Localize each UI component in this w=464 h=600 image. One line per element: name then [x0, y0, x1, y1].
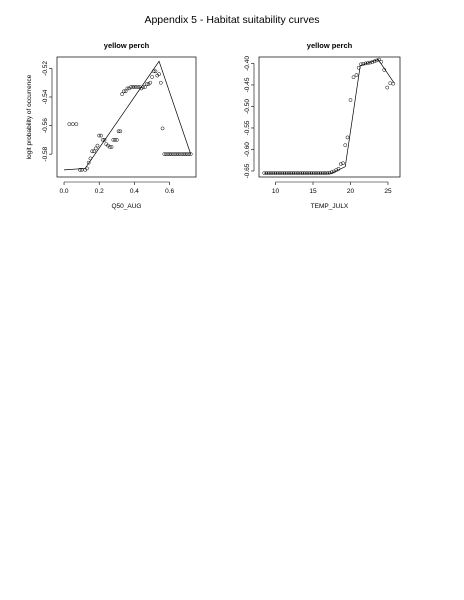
data-point — [341, 161, 345, 166]
data-point — [157, 72, 161, 76]
data-point — [343, 143, 348, 148]
data-point — [183, 152, 188, 156]
data-point — [123, 89, 128, 94]
fitted-curve-line — [64, 60, 192, 171]
data-point — [129, 85, 133, 89]
data-point — [116, 129, 121, 134]
x-tick-label: 0.4 — [130, 188, 139, 195]
data-point — [107, 145, 112, 149]
x-axis-title: Q50_AUG — [112, 203, 142, 210]
data-point — [97, 133, 102, 138]
data-point — [114, 138, 119, 142]
data-point — [338, 162, 343, 166]
data-point — [86, 160, 91, 165]
y-tick-label: -0.40 — [244, 56, 251, 71]
y-tick-label: -0.56 — [42, 118, 49, 133]
data-point — [99, 133, 103, 138]
chart-title: yellow perch — [307, 41, 353, 50]
data-point — [125, 86, 130, 91]
data-point — [356, 65, 361, 70]
data-point — [188, 152, 193, 156]
y-tick-label: -0.60 — [244, 142, 251, 157]
data-point — [178, 152, 183, 156]
plot-frame — [56, 56, 197, 178]
data-point — [164, 152, 168, 156]
x-axis-title: TEMP_JULX — [311, 203, 349, 210]
data-point — [100, 138, 105, 142]
data-point — [111, 138, 116, 142]
data-point — [67, 122, 72, 126]
data-point — [365, 61, 370, 65]
data-point — [132, 85, 137, 89]
data-point — [173, 152, 177, 156]
data-point — [136, 85, 140, 89]
y-axis-title: logit probability of occurrence — [26, 74, 33, 159]
data-point — [134, 85, 139, 89]
data-point — [90, 149, 95, 154]
data-point — [327, 170, 332, 175]
data-point — [144, 82, 149, 86]
x-tick-label: 0.0 — [60, 188, 69, 195]
data-point — [185, 152, 190, 156]
data-point — [167, 152, 172, 156]
data-point — [118, 129, 123, 134]
data-point — [354, 73, 359, 77]
data-point — [385, 85, 390, 90]
data-point — [109, 145, 114, 149]
x-tick-label: 25 — [384, 188, 392, 195]
plot-frame — [258, 56, 401, 178]
data-point — [359, 62, 363, 67]
data-point — [169, 152, 174, 156]
data-point — [158, 80, 163, 85]
data-point — [74, 122, 79, 126]
data-point — [351, 75, 356, 80]
x-tick-label: 10 — [272, 188, 280, 195]
x-tick-label: 0.2 — [95, 188, 104, 195]
data-point — [70, 122, 75, 126]
data-point — [165, 152, 170, 156]
y-tick-label: -0.54 — [42, 89, 49, 104]
y-tick-label: -0.65 — [244, 163, 251, 178]
data-point — [120, 92, 124, 96]
data-point — [130, 85, 135, 89]
data-point — [122, 89, 126, 94]
data-point — [150, 75, 154, 79]
y-tick-label: -0.55 — [244, 120, 251, 135]
data-point — [180, 152, 184, 156]
data-point — [95, 143, 100, 148]
data-point — [93, 146, 98, 151]
data-point — [102, 138, 107, 142]
data-point — [174, 152, 179, 156]
x-tick-label: 0.6 — [165, 188, 174, 195]
data-point — [143, 85, 147, 89]
y-tick-label: -0.45 — [244, 77, 251, 92]
data-point — [162, 152, 167, 156]
data-point — [388, 81, 393, 86]
data-point — [148, 80, 153, 85]
data-point — [345, 135, 350, 140]
data-point — [113, 138, 117, 142]
y-tick-label: -0.50 — [244, 99, 251, 114]
data-point — [348, 98, 353, 102]
y-tick-label: -0.58 — [42, 146, 49, 161]
fitted-curve-line — [264, 59, 395, 174]
chart-title: yellow perch — [104, 41, 150, 50]
data-point — [391, 81, 396, 86]
data-point — [79, 168, 84, 172]
data-point — [181, 152, 186, 156]
page-title: Appendix 5 - Habitat suitability curves — [144, 14, 320, 26]
data-point — [153, 69, 158, 74]
y-tick-label: -0.52 — [42, 61, 49, 76]
data-point — [92, 149, 96, 154]
x-tick-label: 15 — [309, 188, 317, 195]
x-tick-label: 20 — [347, 188, 355, 195]
data-point — [78, 168, 82, 172]
data-point — [171, 152, 175, 156]
data-point — [160, 126, 165, 131]
data-point — [176, 152, 181, 156]
